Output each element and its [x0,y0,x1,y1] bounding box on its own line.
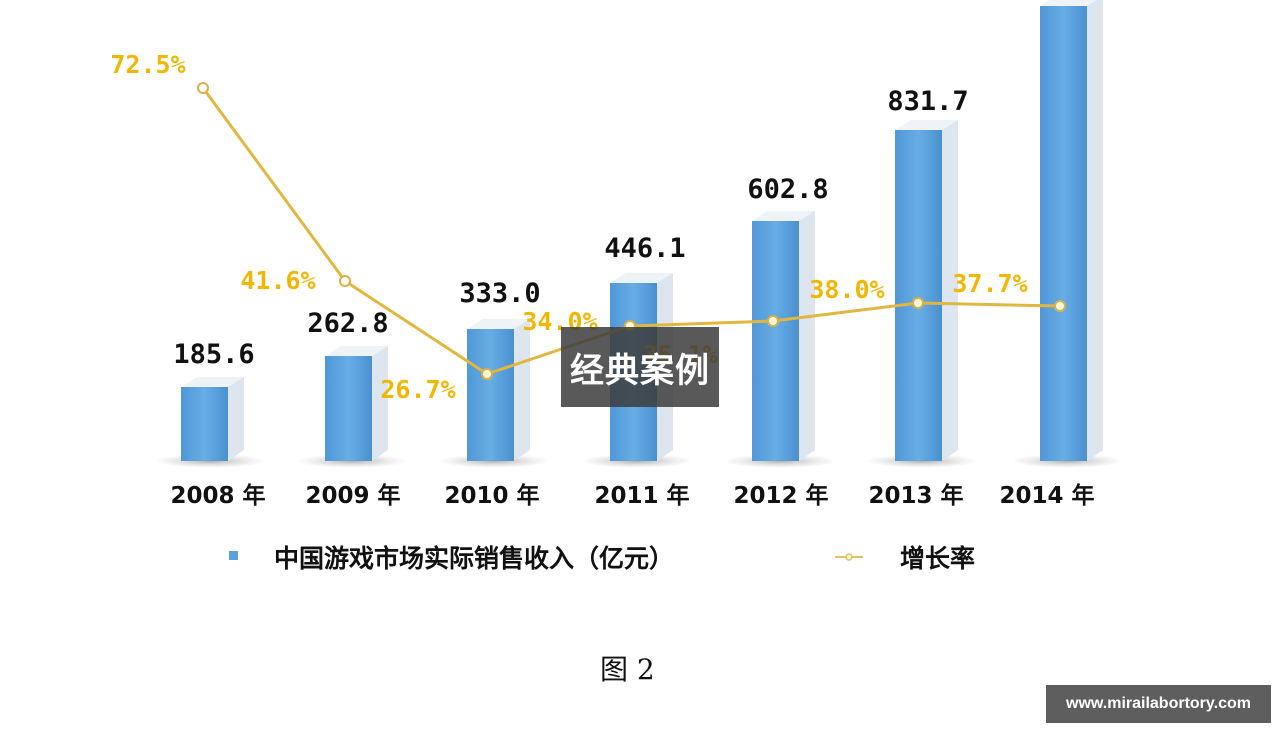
line-point-2013 [912,297,924,309]
bar-2008 [154,377,266,468]
bar-value-2012: 602.8 [747,174,828,205]
line-point-2012 [767,315,779,327]
line-point-2014 [1054,300,1066,312]
bar-value-2009: 262.8 [307,308,388,339]
overlay-badge: 经典案例 [561,327,719,407]
x-label-2013: 2013 年 [868,482,963,509]
bar-2010 [438,319,550,468]
watermark-link[interactable]: www.mirailabortory.com [1046,685,1271,723]
line-point-2009 [339,275,351,287]
line-series-growth [197,82,1066,380]
x-label-2014: 2014 年 [999,482,1094,509]
pct-label-2014: 37.7% [952,269,1027,298]
legend: 中国游戏市场实际销售收入（亿元） 增长率 [229,544,975,573]
bar-value-2013: 831.7 [887,86,968,117]
bar-2014 [1011,0,1123,468]
pct-label-2009: 41.6% [240,266,315,295]
bar-2009 [296,346,408,468]
legend-line-label: 增长率 [900,544,975,573]
legend-bar-swatch-icon [229,551,238,560]
x-label-2010: 2010 年 [444,482,539,509]
pct-label-2013: 38.0% [809,275,884,304]
line-point-2010 [481,368,493,380]
line-point-2008 [197,82,209,94]
legend-line-swatch-icon [835,553,863,561]
x-label-2008: 2008 年 [170,482,265,509]
pct-label-2010: 26.7% [380,375,455,404]
bar-value-2008: 185.6 [173,339,254,370]
bar-2012 [724,211,836,468]
bar-value-2010: 333.0 [459,278,540,309]
bar-value-2011: 446.1 [604,233,685,264]
bar-2013 [866,120,978,468]
legend-bar-label: 中国游戏市场实际销售收入（亿元） [274,544,674,573]
x-label-2011: 2011 年 [594,482,689,509]
pct-label-2008: 72.5% [110,50,185,79]
bar-value-labels: 185.6 262.8 333.0 446.1 602.8 831.7 [173,86,968,370]
x-axis-labels: 2008 年 2009 年 2010 年 2011 年 2012 年 2013 … [170,482,1094,509]
figure-caption: 图 2 [600,653,655,686]
x-label-2009: 2009 年 [305,482,400,509]
x-label-2012: 2012 年 [733,482,828,509]
